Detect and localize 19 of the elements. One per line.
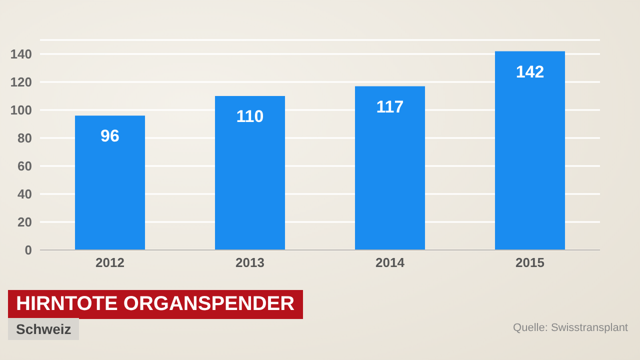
y-tick-label: 60 [18, 158, 32, 174]
x-tick-label: 2012 [96, 255, 124, 270]
data-label: 117 [376, 97, 404, 116]
data-label: 96 [100, 126, 120, 146]
text: HIRNTOTE ORGANSPENDER [8, 290, 303, 319]
y-tick-label: 80 [18, 130, 32, 146]
x-tick-label: 2013 [236, 255, 264, 270]
text: Schweiz [8, 318, 80, 340]
y-tick-label: 40 [18, 186, 32, 202]
y-tick-label: 100 [10, 102, 32, 118]
y-tick-label: 120 [10, 74, 32, 90]
data-label: 142 [516, 62, 544, 82]
y-tick-label: 140 [10, 46, 32, 62]
y-tick-label: 0 [24, 242, 32, 258]
x-tick-label: 2014 [376, 255, 406, 270]
source-note: Quelle: Swisstransplant [513, 322, 628, 334]
x-tick-label: 2015 [516, 255, 544, 270]
y-tick-label: 20 [18, 214, 32, 230]
data-label: 110 [236, 107, 264, 126]
